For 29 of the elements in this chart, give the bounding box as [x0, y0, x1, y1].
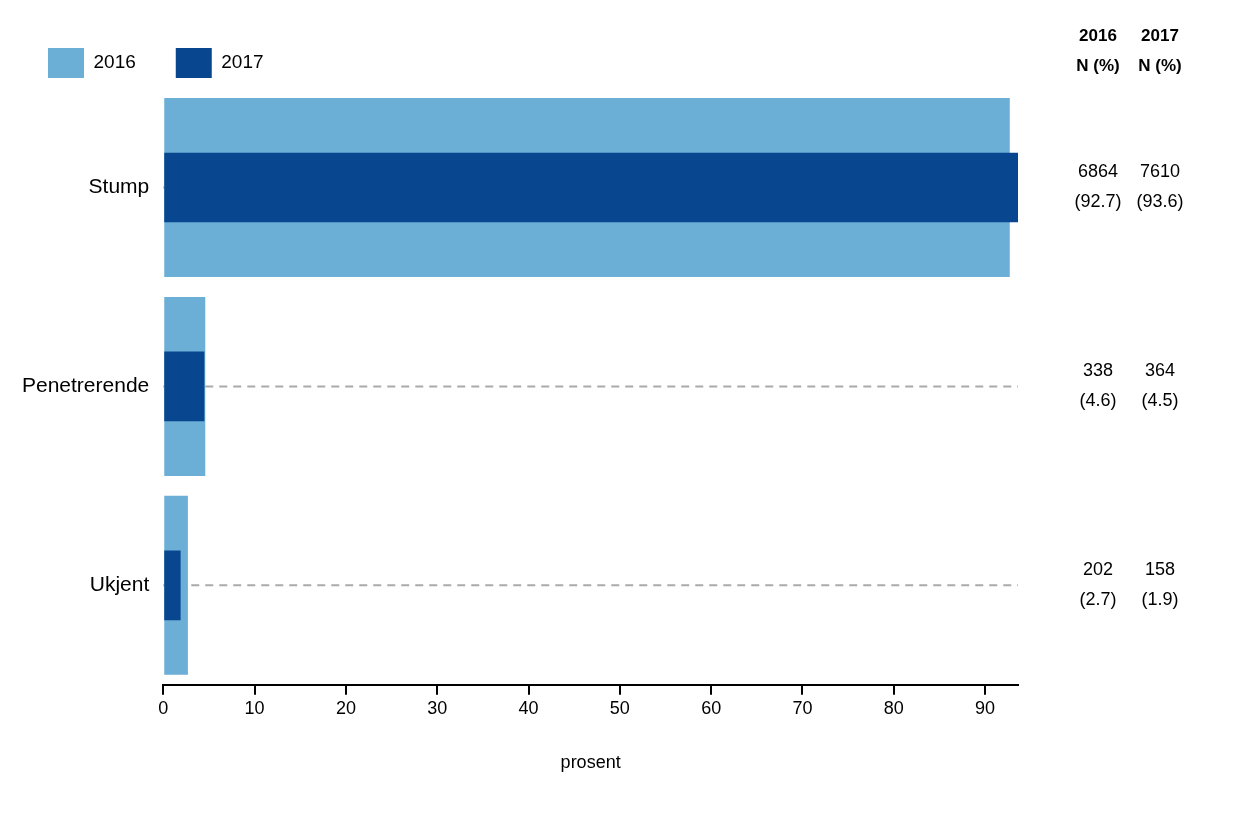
data-label: 338 (4.6): [1079, 360, 1117, 411]
bar: [164, 351, 205, 422]
x-tick-label: 20: [335, 697, 356, 718]
bar: [164, 152, 1018, 223]
text: N (%): [1138, 55, 1182, 75]
x-tick-label: 50: [609, 697, 630, 718]
text: 2016: [1079, 25, 1117, 45]
y-tick-label: Ukjent: [89, 572, 150, 596]
bar: [164, 550, 181, 621]
text: N (%): [1076, 55, 1120, 75]
data-label: 364 (4.5): [1141, 360, 1179, 411]
y-tick-label: Stump: [88, 174, 150, 198]
x-tick-label: 70: [792, 697, 813, 718]
data-label: 158 (1.9): [1141, 559, 1179, 610]
data-label: 6864 (92.7): [1074, 161, 1122, 212]
x-tick-label: 40: [518, 697, 539, 718]
x-tick-label: 0: [158, 697, 169, 718]
text: 2017: [1141, 25, 1179, 45]
x-tick-label: 10: [244, 697, 265, 718]
x-tick-label: 90: [975, 697, 996, 718]
data-label: 202 (2.7): [1079, 559, 1117, 610]
legend-label: 2016: [93, 51, 136, 73]
x-axis-title: prosent: [560, 752, 621, 773]
x-tick-label: 80: [883, 697, 904, 718]
y-tick-label: Penetrerende: [22, 373, 150, 397]
x-tick-label: 60: [701, 697, 722, 718]
legend-label: 2017: [221, 51, 264, 73]
data-label: 7610 (93.6): [1136, 161, 1184, 212]
x-tick-label: 30: [427, 697, 448, 718]
